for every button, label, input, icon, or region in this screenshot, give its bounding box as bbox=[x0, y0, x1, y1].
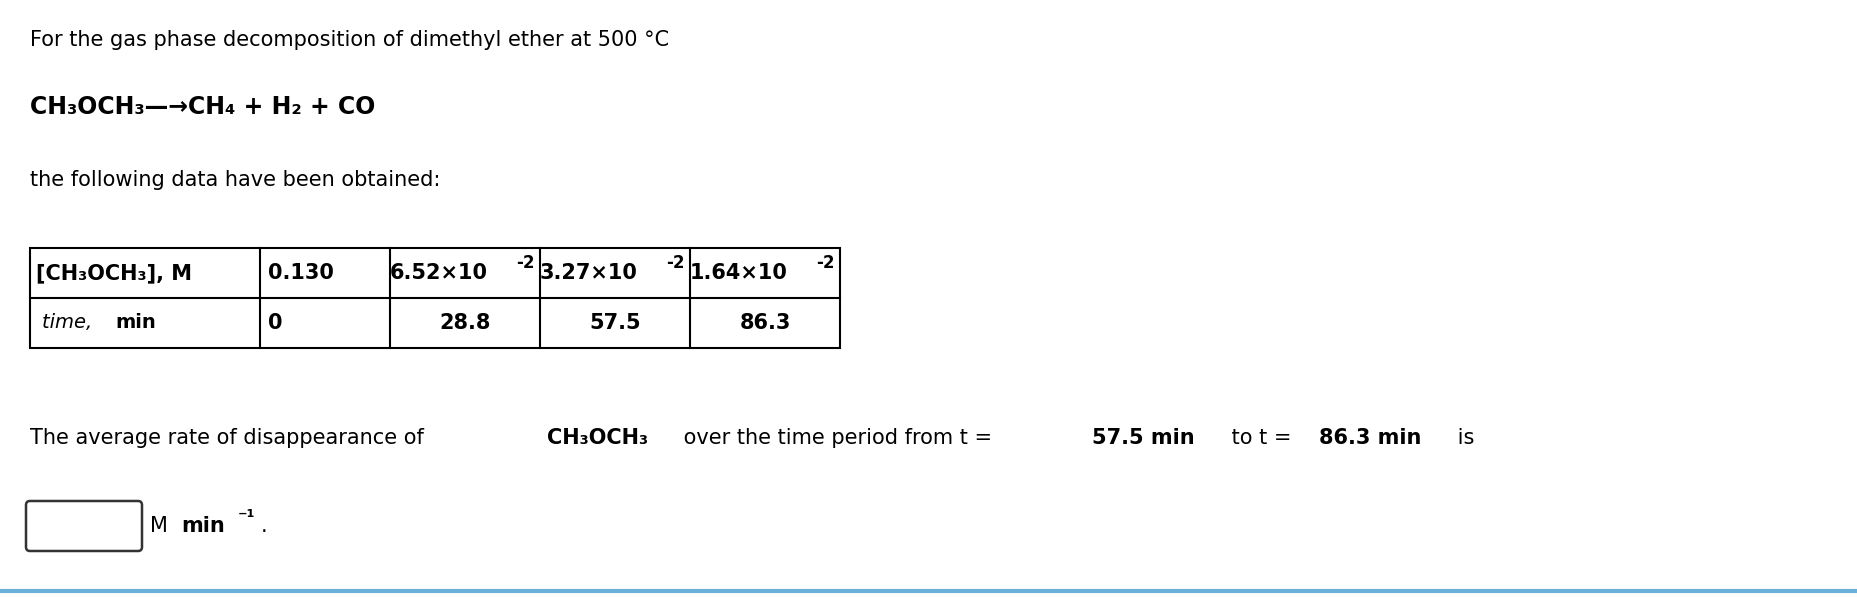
Text: ⁻¹: ⁻¹ bbox=[238, 509, 256, 527]
Text: For the gas phase decomposition of dimethyl ether at 500 °C: For the gas phase decomposition of dimet… bbox=[30, 30, 669, 50]
Text: 57.5 min: 57.5 min bbox=[1092, 428, 1194, 448]
Text: min: min bbox=[182, 516, 225, 536]
Text: -2: -2 bbox=[516, 254, 535, 272]
Text: 6.52×10: 6.52×10 bbox=[390, 263, 488, 283]
Bar bbox=[30, 248, 839, 348]
Text: 0.130: 0.130 bbox=[267, 263, 334, 283]
Text: the following data have been obtained:: the following data have been obtained: bbox=[30, 170, 440, 190]
Text: 0: 0 bbox=[267, 313, 282, 333]
Text: .: . bbox=[260, 516, 267, 536]
Text: 1.64×10: 1.64×10 bbox=[689, 263, 787, 283]
Text: over the time period from t =: over the time period from t = bbox=[678, 428, 999, 448]
Text: CH₃OCH₃—→CH₄ + H₂ + CO: CH₃OCH₃—→CH₄ + H₂ + CO bbox=[30, 95, 375, 119]
Text: min: min bbox=[115, 313, 156, 333]
Text: is: is bbox=[1450, 428, 1474, 448]
FancyBboxPatch shape bbox=[26, 501, 141, 551]
Text: CH₃OCH₃: CH₃OCH₃ bbox=[546, 428, 648, 448]
Text: 28.8: 28.8 bbox=[438, 313, 490, 333]
Text: 86.3 min: 86.3 min bbox=[1318, 428, 1421, 448]
Text: 3.27×10: 3.27×10 bbox=[540, 263, 637, 283]
Text: time,: time, bbox=[43, 313, 98, 333]
Text: 57.5: 57.5 bbox=[589, 313, 641, 333]
Text: to t =: to t = bbox=[1224, 428, 1298, 448]
Text: [CH₃OCH₃], M: [CH₃OCH₃], M bbox=[35, 263, 191, 283]
Text: -2: -2 bbox=[815, 254, 834, 272]
Text: -2: -2 bbox=[667, 254, 685, 272]
Text: The average rate of disappearance of: The average rate of disappearance of bbox=[30, 428, 431, 448]
Text: 86.3: 86.3 bbox=[739, 313, 791, 333]
Text: M: M bbox=[150, 516, 175, 536]
